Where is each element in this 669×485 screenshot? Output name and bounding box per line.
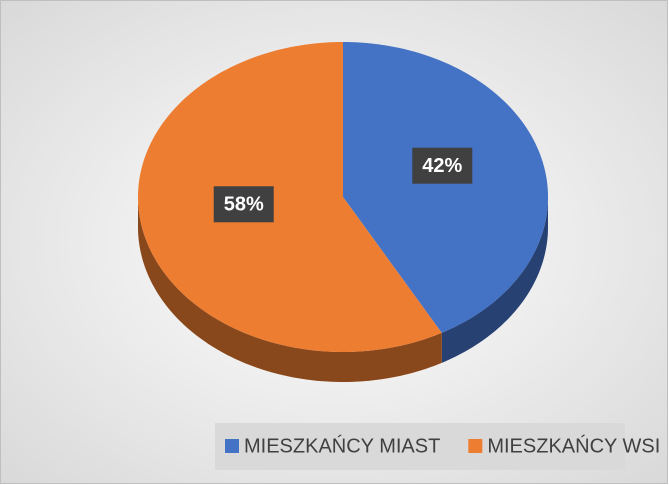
- slice-side: [138, 197, 442, 382]
- data-label-box: [213, 186, 274, 223]
- slice-side-shade: [138, 197, 442, 382]
- data-label: 42%: [422, 155, 462, 177]
- legend-label: MIESZKAŃCY MIAST: [244, 434, 440, 457]
- legend-label: MIESZKAŃCY WSI: [487, 434, 660, 457]
- slice: [343, 42, 548, 333]
- slice-side: [441, 197, 548, 363]
- slice: [138, 42, 442, 352]
- data-label: 58%: [224, 194, 264, 216]
- legend-box: [215, 423, 625, 470]
- data-label-box: [412, 147, 473, 184]
- legend-swatch: [468, 439, 483, 453]
- legend-swatch: [225, 439, 239, 453]
- pie: 42% 58%: [138, 42, 548, 382]
- legend: MIESZKAŃCY MIAST MIESZKAŃCY WSI: [225, 434, 660, 457]
- slice-side-shade: [441, 197, 548, 363]
